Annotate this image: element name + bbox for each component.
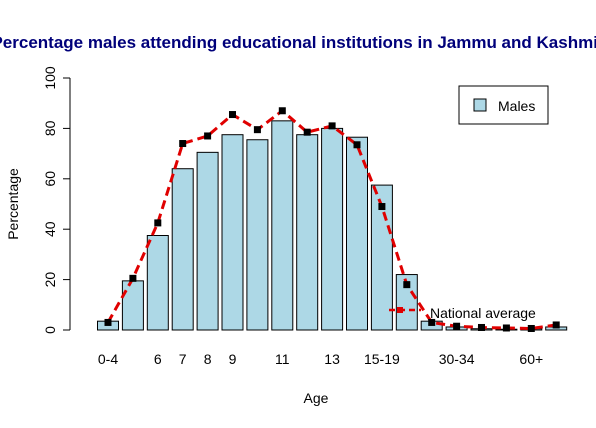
annotation-label: National average bbox=[430, 305, 536, 321]
x-tick-label: 7 bbox=[179, 351, 187, 367]
x-tick-label: 60+ bbox=[519, 351, 543, 367]
y-axis-label: Percentage bbox=[5, 168, 21, 240]
bar-15-19 bbox=[370, 184, 393, 331]
national-average-point bbox=[154, 219, 162, 227]
y-tick-label: 40 bbox=[42, 221, 58, 237]
national-average-point bbox=[428, 318, 436, 326]
x-tick-label: 6 bbox=[154, 351, 162, 367]
x-tick-label: 15-19 bbox=[364, 351, 400, 367]
bar-13 bbox=[321, 127, 344, 331]
bar-8 bbox=[196, 151, 219, 331]
national-average-point bbox=[104, 318, 112, 326]
legend-label-males: Males bbox=[498, 98, 535, 114]
annotation-marker bbox=[397, 307, 403, 313]
national-average-point bbox=[502, 324, 510, 332]
national-average-point bbox=[453, 322, 461, 330]
national-average-point bbox=[204, 132, 212, 140]
national-average-point bbox=[478, 323, 485, 331]
national-average-point bbox=[378, 203, 386, 211]
y-tick-label: 100 bbox=[42, 66, 58, 90]
y-tick-label: 80 bbox=[42, 120, 58, 136]
national-average-point bbox=[552, 321, 560, 329]
national-average-point bbox=[253, 126, 261, 134]
bar-6 bbox=[146, 235, 169, 331]
x-tick-label: 13 bbox=[324, 351, 340, 367]
national-average-point bbox=[527, 324, 535, 332]
chart-title: Percentage males attending educational i… bbox=[0, 33, 596, 52]
y-tick-label: 0 bbox=[42, 326, 58, 334]
national-average-point bbox=[303, 128, 311, 136]
x-tick-label: 9 bbox=[229, 351, 237, 367]
bar-7 bbox=[171, 168, 194, 331]
y-axis: 0 20 40 60 80 100 bbox=[42, 66, 71, 334]
x-tick-label: 11 bbox=[275, 351, 290, 367]
y-tick-label: 20 bbox=[42, 272, 58, 288]
national-average-point bbox=[403, 281, 411, 289]
bar-9 bbox=[221, 134, 244, 331]
bar-10 bbox=[246, 139, 269, 331]
y-tick-label: 60 bbox=[42, 171, 58, 187]
national-average-point bbox=[328, 122, 336, 130]
bar-5 bbox=[121, 280, 144, 331]
x-tick-label: 0-4 bbox=[98, 351, 118, 367]
x-tick-label: 30-34 bbox=[439, 351, 475, 367]
national-average-point bbox=[129, 274, 137, 282]
x-axis-label: Age bbox=[304, 390, 329, 406]
national-average-annotation: National average bbox=[389, 305, 536, 321]
bar-11 bbox=[271, 120, 294, 331]
plot-area bbox=[97, 107, 568, 332]
bar-14 bbox=[346, 136, 368, 331]
bar-12 bbox=[296, 134, 319, 331]
x-tick-label: 8 bbox=[204, 351, 212, 367]
national-average-point bbox=[179, 140, 187, 148]
bar-20-24 bbox=[395, 274, 418, 331]
legend-swatch bbox=[473, 98, 487, 112]
national-average-point bbox=[353, 141, 361, 149]
national-average-point bbox=[278, 107, 286, 115]
legend: Males bbox=[458, 85, 549, 125]
national-average-point bbox=[229, 111, 236, 119]
